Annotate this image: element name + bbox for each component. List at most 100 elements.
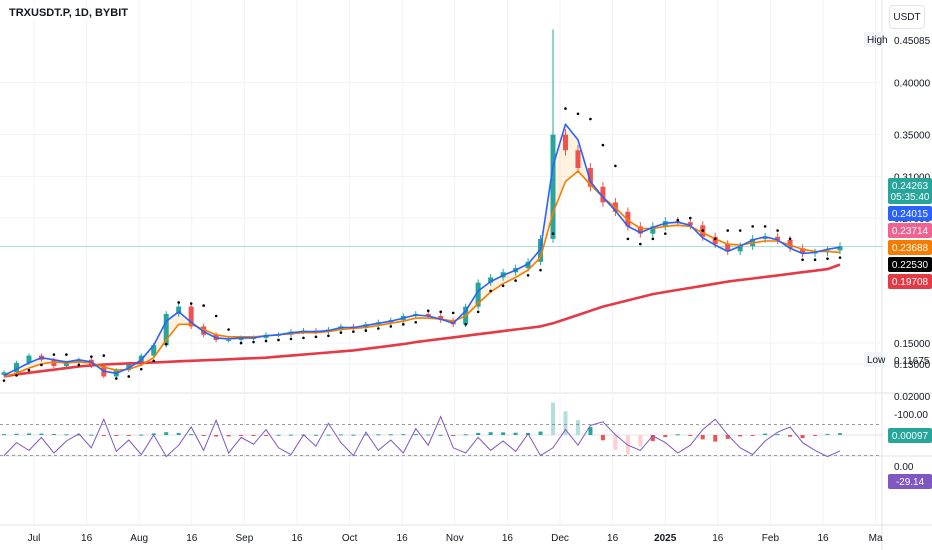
histogram-bar [401, 434, 406, 436]
x-tick-label: 16 [502, 533, 514, 544]
psar-dot [664, 232, 667, 235]
x-tick-label: Oct [342, 533, 358, 544]
psar-dot [688, 216, 692, 220]
price-tag-bg [888, 206, 932, 221]
psar-dot [102, 354, 106, 357]
histogram-bar [251, 435, 256, 436]
psar-dot [476, 310, 480, 314]
candle-body [725, 244, 731, 252]
symbol-title[interactable]: TRXUSDT.P, 1D, BYBIT [6, 6, 131, 20]
oscillator-value-bg [888, 474, 932, 489]
histogram-bar [276, 434, 281, 436]
ma-long-line [3, 263, 841, 378]
candle-body [575, 150, 581, 168]
candle-body [1, 372, 7, 375]
psar-dot [576, 112, 580, 116]
candle-body [525, 261, 531, 269]
candle-body [226, 339, 232, 341]
psar-dot [139, 367, 143, 371]
histogram-bar [26, 433, 31, 435]
histogram-bar [363, 434, 368, 436]
currency-label[interactable]: USDT [889, 5, 925, 29]
psar-dot [127, 375, 131, 378]
histogram-bar [76, 434, 81, 436]
psar-dot [738, 229, 742, 232]
psar-dot [52, 353, 56, 356]
psar-dot [776, 229, 779, 232]
histogram-bar [201, 435, 206, 436]
candle-body [800, 248, 806, 254]
psar-dot [401, 323, 405, 326]
histogram-bar [2, 434, 6, 436]
histogram-bar [725, 435, 730, 439]
candle-body [762, 236, 768, 239]
psar-dot [352, 330, 355, 333]
price-tag: 0.19708 [888, 274, 932, 289]
psar-dot [439, 310, 443, 314]
candle-body [837, 246, 843, 251]
histogram-bar [164, 432, 169, 435]
x-tick-label: 16 [291, 533, 303, 544]
y-tick-label: 0.31000 [894, 172, 931, 183]
y-tick-label: 0.13000 [894, 360, 931, 371]
histogram-bar [476, 432, 481, 435]
histogram-bar [813, 435, 818, 436]
psar-dot [751, 225, 754, 228]
histogram-bar [376, 434, 381, 436]
psar-dot [377, 327, 380, 330]
x-tick-label: 16 [186, 533, 198, 544]
histogram-bar [139, 434, 144, 436]
price-tag-value: 0.23714 [892, 226, 929, 237]
candle-body [650, 226, 656, 234]
psar-dot [551, 232, 555, 235]
histogram-bar [51, 433, 56, 435]
psar-dot [27, 368, 31, 372]
candle [163, 311, 169, 348]
psar-dot [489, 289, 492, 293]
candle-body [26, 355, 32, 363]
y-tick-label: 0.15000 [894, 339, 931, 350]
x-tick-label: 16 [712, 533, 724, 544]
candle-body [488, 277, 494, 283]
candle [13, 360, 19, 375]
psar-dot [327, 334, 330, 338]
price-tag-value: 0.24015 [892, 209, 929, 220]
psar-dot [314, 335, 318, 339]
candle-body [562, 134, 568, 151]
candle [438, 313, 444, 323]
psar-dot [701, 229, 705, 232]
histogram-bar [189, 434, 194, 436]
histogram-bar [588, 427, 593, 435]
histogram-bar [675, 434, 680, 436]
price-tag-value: 0.23688 [892, 243, 929, 254]
histogram-bar [426, 434, 431, 436]
psar-dot [501, 284, 505, 288]
psar-dot [539, 268, 542, 272]
candle [725, 240, 731, 256]
histogram-bar [438, 434, 443, 436]
psar-dot [77, 363, 81, 367]
psar-dot [514, 279, 517, 282]
candle-body [126, 363, 132, 371]
histogram-bar [176, 432, 181, 435]
histogram-bar [239, 435, 244, 436]
high-label: High [867, 35, 888, 46]
price-tag: 0.24015 [888, 206, 932, 221]
y-tick-label: 0.40000 [894, 79, 931, 90]
psar-dot [202, 304, 205, 307]
price-tag-value: 0.19708 [892, 277, 929, 288]
candle-body [51, 359, 57, 367]
oscillator-y-tick: 0.00 [894, 462, 914, 473]
candle [587, 163, 593, 192]
x-tick-label: Jul [28, 533, 41, 544]
price-tag-value: 0.22530 [892, 260, 929, 271]
psar-dot [214, 314, 218, 318]
candle-body [737, 246, 743, 252]
histogram-bar [800, 435, 805, 439]
price-tag-countdown: 05:35:40 [891, 192, 930, 203]
x-tick-label: Aug [130, 533, 148, 544]
psar-dot [389, 325, 393, 328]
histogram-bar [288, 434, 293, 436]
psar-dot [40, 363, 43, 367]
